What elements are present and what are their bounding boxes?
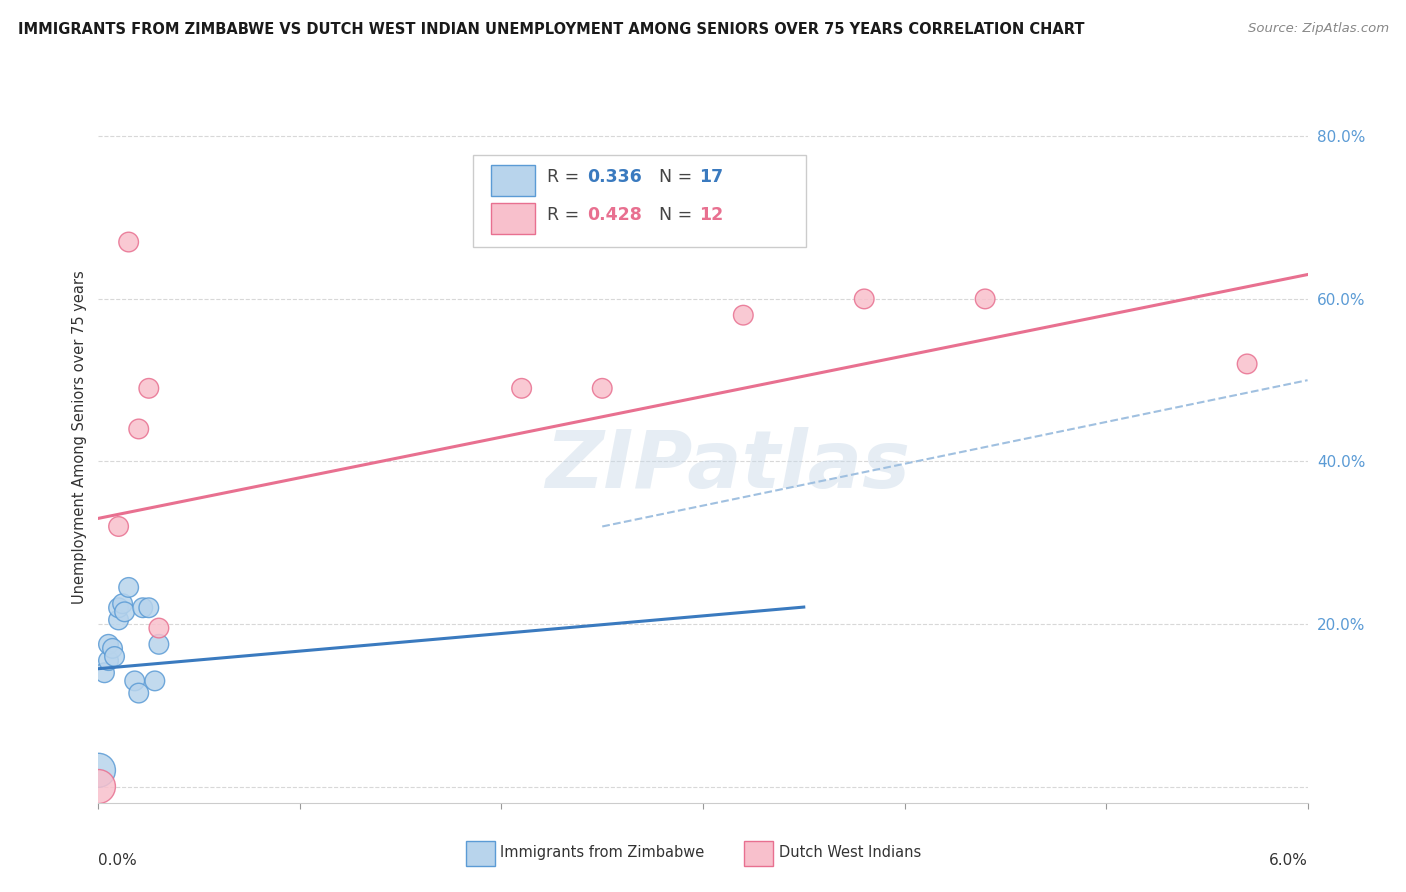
FancyBboxPatch shape bbox=[744, 841, 773, 866]
Point bbox=[124, 673, 146, 688]
Point bbox=[114, 605, 136, 619]
Point bbox=[148, 637, 170, 651]
FancyBboxPatch shape bbox=[465, 841, 495, 866]
Text: Dutch West Indians: Dutch West Indians bbox=[779, 845, 921, 860]
Point bbox=[118, 235, 141, 249]
Text: N =: N = bbox=[659, 206, 699, 224]
Text: 0.336: 0.336 bbox=[586, 169, 641, 186]
Point bbox=[87, 780, 110, 794]
FancyBboxPatch shape bbox=[474, 155, 806, 247]
Point bbox=[591, 381, 613, 395]
Text: Source: ZipAtlas.com: Source: ZipAtlas.com bbox=[1249, 22, 1389, 36]
Text: 0.0%: 0.0% bbox=[98, 853, 138, 868]
Point bbox=[853, 292, 876, 306]
Point bbox=[107, 519, 129, 533]
Point bbox=[107, 600, 129, 615]
Point bbox=[118, 581, 141, 595]
Text: IMMIGRANTS FROM ZIMBABWE VS DUTCH WEST INDIAN UNEMPLOYMENT AMONG SENIORS OVER 75: IMMIGRANTS FROM ZIMBABWE VS DUTCH WEST I… bbox=[18, 22, 1085, 37]
Point bbox=[1236, 357, 1258, 371]
Text: 17: 17 bbox=[699, 169, 724, 186]
Text: R =: R = bbox=[547, 206, 585, 224]
Point bbox=[93, 665, 115, 680]
Point bbox=[128, 422, 150, 436]
Point bbox=[111, 597, 134, 611]
Point bbox=[128, 686, 150, 700]
Point bbox=[132, 600, 155, 615]
Point bbox=[138, 600, 160, 615]
Point bbox=[148, 621, 170, 635]
Point bbox=[103, 649, 125, 664]
Point bbox=[733, 308, 755, 322]
Point bbox=[143, 673, 166, 688]
Text: 0.428: 0.428 bbox=[586, 206, 641, 224]
FancyBboxPatch shape bbox=[492, 165, 534, 195]
Text: 6.0%: 6.0% bbox=[1268, 853, 1308, 868]
FancyBboxPatch shape bbox=[492, 203, 534, 234]
Point bbox=[510, 381, 533, 395]
Point bbox=[97, 637, 120, 651]
Point bbox=[974, 292, 997, 306]
Point bbox=[101, 641, 124, 656]
Text: ZIPatlas: ZIPatlas bbox=[544, 427, 910, 506]
Text: R =: R = bbox=[547, 169, 585, 186]
Point bbox=[87, 764, 110, 778]
Text: 12: 12 bbox=[699, 206, 724, 224]
Text: N =: N = bbox=[659, 169, 699, 186]
Point bbox=[107, 613, 129, 627]
Point bbox=[97, 654, 120, 668]
Point bbox=[138, 381, 160, 395]
Y-axis label: Unemployment Among Seniors over 75 years: Unemployment Among Seniors over 75 years bbox=[72, 270, 87, 604]
Text: Immigrants from Zimbabwe: Immigrants from Zimbabwe bbox=[501, 845, 704, 860]
